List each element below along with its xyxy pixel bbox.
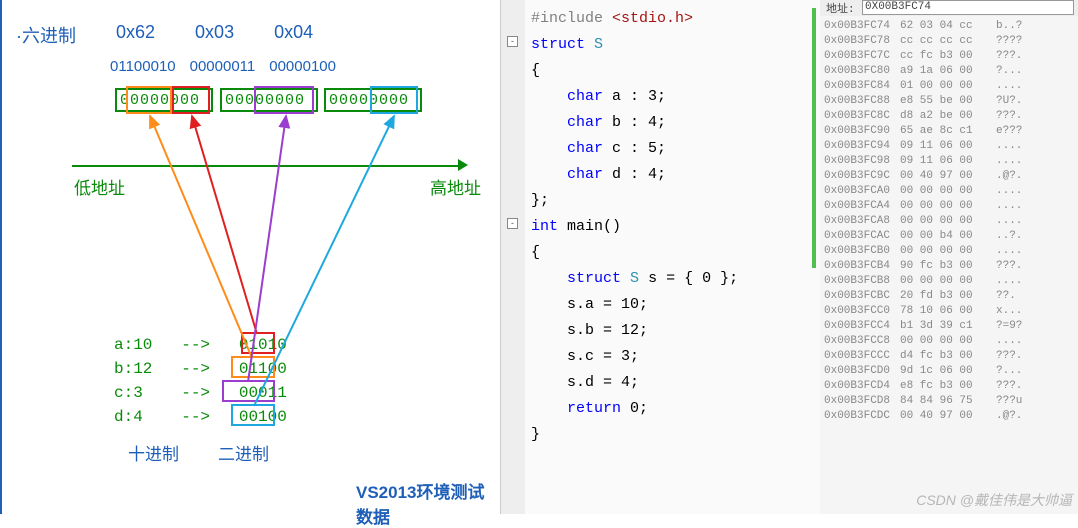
- code-line: struct S s = { 0 };: [501, 266, 820, 292]
- memory-row: 0x00B3FCAC00 00 b4 00..?.: [820, 228, 1078, 243]
- memory-row: 0x00B3FC7462 03 04 ccb..?: [820, 18, 1078, 33]
- memory-row: 0x00B3FCA000 00 00 00....: [820, 183, 1078, 198]
- memory-row: 0x00B3FCB000 00 00 00....: [820, 243, 1078, 258]
- code-line: {: [501, 240, 820, 266]
- memory-row: 0x00B3FCC4b1 3d 39 c1?=9?: [820, 318, 1078, 333]
- hex-label-row: ·六进制 0x62 0x03 0x04: [16, 22, 313, 48]
- memory-row: 0x00B3FCDC00 40 97 00.@?.: [820, 408, 1078, 423]
- memory-rows: 0x00B3FC7462 03 04 ccb..?0x00B3FC78cc cc…: [820, 0, 1078, 423]
- arrow-a: [192, 116, 257, 334]
- low-addr-label: 低地址: [74, 174, 125, 199]
- code-line: struct S: [501, 32, 820, 58]
- address-arrow-head: [458, 159, 468, 171]
- diagram-panel: ·六进制 0x62 0x03 0x04 01100010 00000011 00…: [0, 0, 500, 514]
- memory-row: 0x00B3FCD884 84 96 75???u: [820, 393, 1078, 408]
- memory-row: 0x00B3FC8401 00 00 00....: [820, 78, 1078, 93]
- code-line: s.b = 12;: [501, 318, 820, 344]
- bin-val-0: 01100010: [110, 58, 176, 75]
- var-d-highlight: [231, 404, 275, 426]
- memory-row: 0x00B3FCB800 00 00 00....: [820, 273, 1078, 288]
- var-a-arrow: -->: [181, 336, 210, 354]
- code-editor[interactable]: - - #include <stdio.h>struct S{ char a :…: [500, 0, 820, 514]
- memory-row: 0x00B3FC88e8 55 be 00?U?.: [820, 93, 1078, 108]
- code-line: return 0;: [501, 396, 820, 422]
- memory-row: 0x00B3FCCCd4 fc b3 00???.: [820, 348, 1078, 363]
- hex-base-label: ·六进制: [16, 22, 76, 48]
- memory-header-label: 地址:: [826, 4, 855, 16]
- hex-val-1: 0x03: [195, 22, 234, 48]
- bin-val-1: 00000011: [190, 58, 256, 75]
- memory-window[interactable]: 地址: 0X00B3FC74 0x00B3FC7462 03 04 ccb..?…: [820, 0, 1078, 514]
- memory-row: 0x00B3FCB490 fc b3 00???.: [820, 258, 1078, 273]
- var-b-arrow: -->: [181, 360, 210, 378]
- var-a-name: a:10: [114, 336, 152, 354]
- binary-row: 01100010 00000011 00000100: [110, 58, 336, 75]
- code-line: int main(): [501, 214, 820, 240]
- memory-row: 0x00B3FC9809 11 06 00....: [820, 153, 1078, 168]
- field-a-box: [172, 86, 210, 114]
- arrow-b: [150, 116, 252, 358]
- memory-row: 0x00B3FCC078 10 06 00x...: [820, 303, 1078, 318]
- bin-val-2: 00000100: [269, 58, 336, 75]
- field-d-box: [370, 86, 418, 114]
- var-c-highlight: [222, 380, 275, 402]
- code-line: char b : 4;: [501, 110, 820, 136]
- var-b-highlight: [231, 356, 275, 378]
- fold-icon[interactable]: -: [507, 36, 518, 47]
- var-c-name: c:3: [114, 384, 143, 402]
- memory-row: 0x00B3FCD4e8 fc b3 00???.: [820, 378, 1078, 393]
- memory-row: 0x00B3FCD09d 1c 06 00?...: [820, 363, 1078, 378]
- code-line: s.a = 10;: [501, 292, 820, 318]
- code-line: s.d = 4;: [501, 370, 820, 396]
- var-b-name: b:12: [114, 360, 152, 378]
- memory-row: 0x00B3FCC800 00 00 00....: [820, 333, 1078, 348]
- code-line: };: [501, 188, 820, 214]
- var-d-name: d:4: [114, 408, 143, 426]
- fold-icon[interactable]: -: [507, 218, 518, 229]
- decimal-label: 十进制: [128, 440, 179, 465]
- code-line: #include <stdio.h>: [501, 6, 820, 32]
- memory-row: 0x00B3FC8Cd8 a2 be 00???.: [820, 108, 1078, 123]
- var-d-arrow: -->: [181, 408, 210, 426]
- memory-row: 0x00B3FCA800 00 00 00....: [820, 213, 1078, 228]
- memory-row: 0x00B3FCA400 00 00 00....: [820, 198, 1078, 213]
- memory-row: 0x00B3FCBC20 fd b3 00 ??.: [820, 288, 1078, 303]
- field-arrows: [2, 0, 502, 514]
- code-content: #include <stdio.h>struct S{ char a : 3; …: [501, 0, 820, 448]
- code-line: s.c = 3;: [501, 344, 820, 370]
- memory-row: 0x00B3FC78cc cc cc cc????: [820, 33, 1078, 48]
- high-addr-label: 高地址: [430, 174, 481, 199]
- memory-row: 0x00B3FC7Ccc fc b3 00???.: [820, 48, 1078, 63]
- field-b-box: [126, 86, 172, 114]
- code-line: char a : 3;: [501, 84, 820, 110]
- var-a-highlight: [241, 332, 275, 354]
- code-line: char d : 4;: [501, 162, 820, 188]
- var-c-arrow: -->: [181, 384, 210, 402]
- memory-row: 0x00B3FC9065 ae 8c c1e???: [820, 123, 1078, 138]
- address-arrow-line: [72, 165, 462, 167]
- memory-address-input[interactable]: 0X00B3FC74: [862, 0, 1074, 15]
- binary-label: 二进制: [218, 440, 269, 465]
- code-line: char c : 5;: [501, 136, 820, 162]
- code-line: {: [501, 58, 820, 84]
- ide-panel: - - #include <stdio.h>struct S{ char a :…: [500, 0, 1078, 514]
- memory-row: 0x00B3FC80a9 1a 06 00?...: [820, 63, 1078, 78]
- hex-val-0: 0x62: [116, 22, 155, 48]
- code-gutter: [501, 0, 525, 514]
- watermark: CSDN @戴佳伟是大帅逼: [916, 490, 1072, 510]
- code-line: }: [501, 422, 820, 448]
- memory-row: 0x00B3FC9C00 40 97 00.@?.: [820, 168, 1078, 183]
- change-marker: [812, 8, 816, 268]
- memory-row: 0x00B3FC9409 11 06 00....: [820, 138, 1078, 153]
- footer-title: VS2013环境测试数据: [356, 478, 500, 528]
- field-c-box: [254, 86, 314, 114]
- hex-val-2: 0x04: [274, 22, 313, 48]
